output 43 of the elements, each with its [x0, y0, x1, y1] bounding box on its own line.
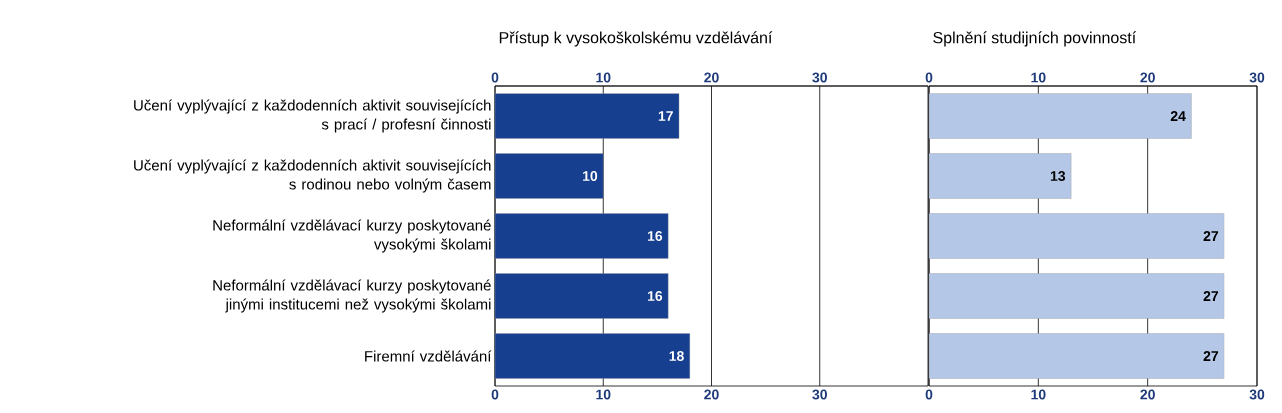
x-tick-label: 0: [491, 389, 499, 400]
data-label: 18: [669, 351, 684, 361]
bar: [929, 333, 1225, 379]
x-tick-label: 0: [925, 389, 933, 400]
x2-tick-label: 0: [491, 72, 499, 83]
bar: [495, 153, 604, 199]
data-label: 27: [1203, 291, 1219, 301]
bar: [495, 273, 669, 319]
bar: [495, 333, 691, 379]
x-tick-label: 30: [812, 389, 827, 400]
x-tick-label: 30: [1249, 389, 1265, 400]
x2-tick-label: 20: [704, 72, 719, 83]
x2-tick-label: 30: [812, 72, 827, 83]
chart-title: Splnění studijních povinností: [933, 31, 1137, 47]
data-label: 24: [1170, 111, 1186, 121]
x2-tick-label: 10: [1031, 72, 1046, 83]
data-label: 10: [583, 171, 598, 181]
data-label: 17: [658, 111, 673, 121]
x-tick-label: 20: [704, 389, 719, 400]
data-label: 27: [1203, 351, 1219, 361]
data-label: 16: [647, 291, 663, 301]
bar: [495, 213, 669, 259]
data-label: 27: [1203, 231, 1219, 241]
y-tick-label: Učení vyplývající z každodenních aktivit souvisejících s prací / profesní činnosti: [134, 99, 491, 133]
y-tick-label: Neformální vzdělávací kurzy poskytované vysokými školami: [213, 219, 491, 253]
bar: [929, 273, 1225, 319]
chart-title: Přístup k vysokoškolskému vzdělávání: [499, 31, 773, 47]
x-tick-label: 10: [1031, 389, 1046, 400]
bar: [929, 93, 1192, 139]
x2-tick-label: 10: [596, 72, 611, 83]
data-label: 13: [1050, 171, 1066, 181]
x2-tick-label: 20: [1140, 72, 1155, 83]
data-label: 16: [647, 231, 663, 241]
bar: [495, 93, 680, 139]
x2-tick-label: 0: [925, 72, 933, 83]
x2-tick-label: 30: [1249, 72, 1265, 83]
y-tick-label: Neformální vzdělávací kurzy poskytované jinými institucemi než vysokými školami: [213, 279, 491, 313]
y-tick-label: Učení vyplývající z každodenních aktivit souvisejících s rodinou nebo volným časem: [134, 159, 491, 193]
bar: [929, 213, 1225, 259]
bar: [929, 153, 1072, 199]
x-tick-label: 10: [596, 389, 611, 400]
x-tick-label: 20: [1140, 389, 1155, 400]
y-tick-label: Firemní vzdělávání: [365, 350, 492, 362]
